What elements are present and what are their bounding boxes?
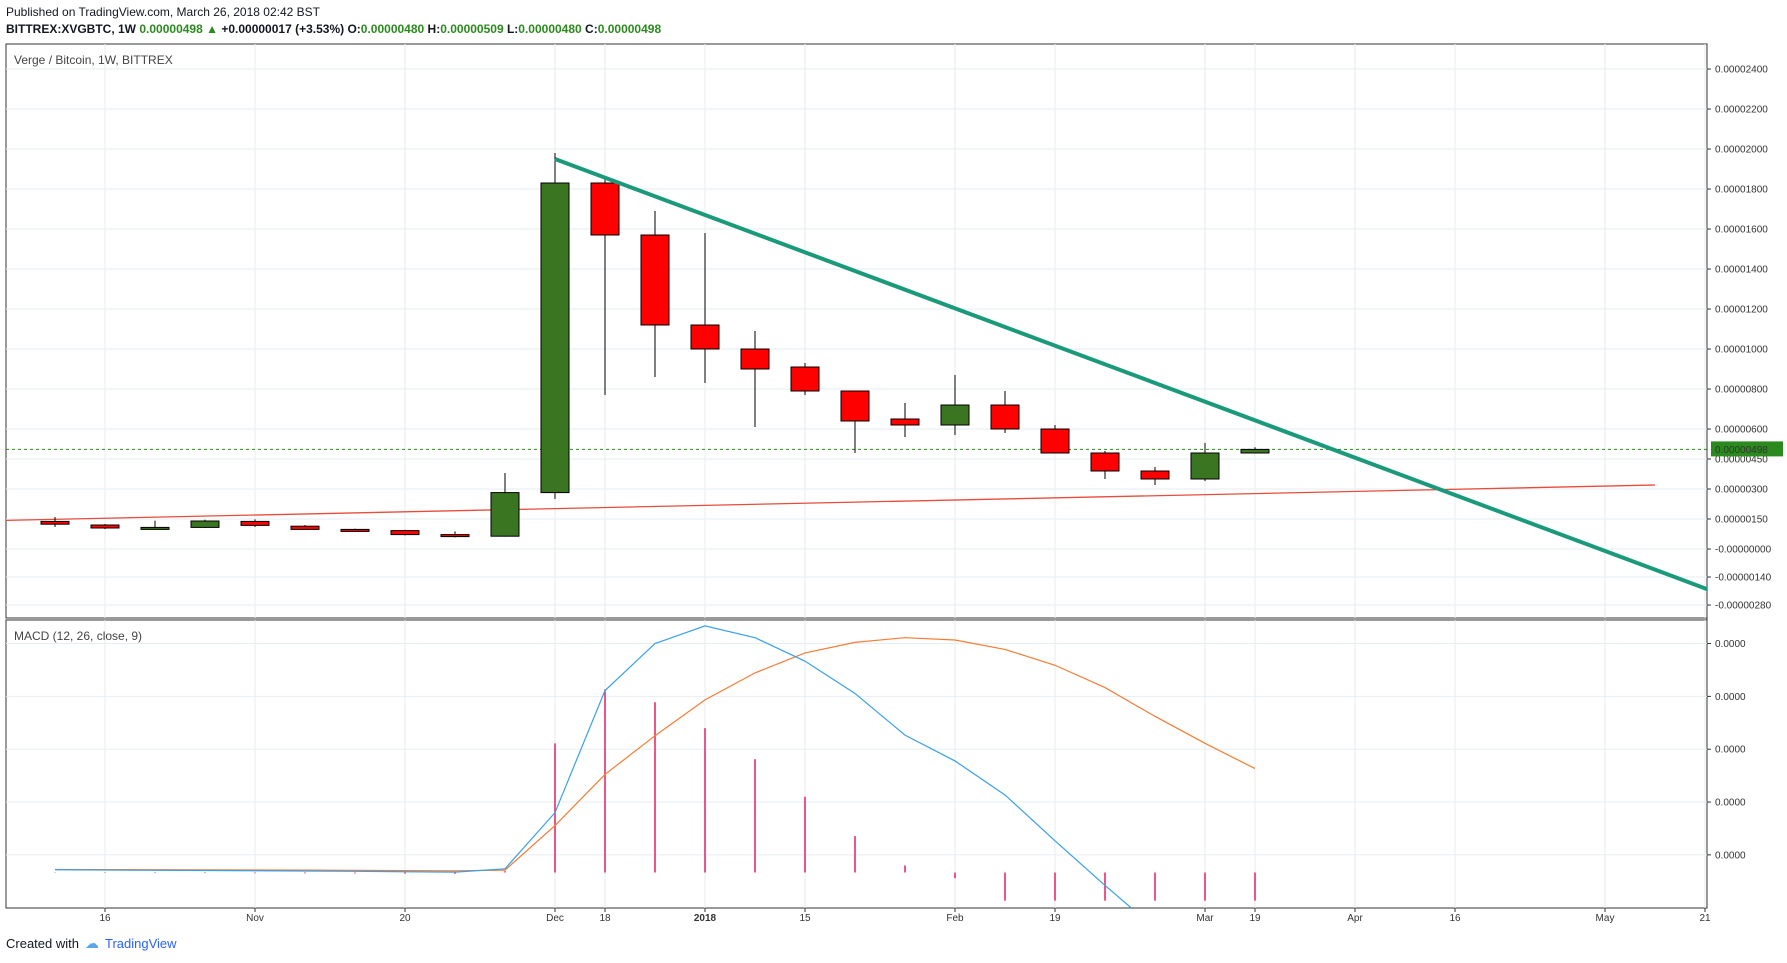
candle-body	[640, 234, 670, 326]
last-price: 0.00000498	[139, 22, 203, 36]
resistance-trendline	[554, 157, 1707, 592]
candle-body	[290, 525, 320, 530]
candle-body	[440, 534, 470, 538]
price-tick-label: -0.00000140	[1715, 573, 1772, 584]
candle-body	[340, 528, 370, 532]
tradingview-logo-icon: ☁	[84, 935, 99, 951]
candle-body	[390, 530, 420, 536]
price-tick-label: 0.00000800	[1715, 385, 1768, 396]
x-tick-label: 21	[1699, 913, 1711, 924]
price-tick-label: 0.00002400	[1715, 65, 1768, 76]
x-tick-label: Mar	[1196, 913, 1214, 924]
candle-body	[40, 520, 70, 525]
price-tick-label: 0.00001800	[1715, 185, 1768, 196]
candle-body	[140, 526, 170, 530]
candle-body	[190, 520, 220, 528]
candle-body	[890, 418, 920, 426]
close-label: C:	[585, 22, 598, 36]
signal-line	[54, 637, 1256, 872]
macd-plot	[54, 625, 1256, 908]
candle-body	[1040, 428, 1070, 454]
candle-body	[1190, 452, 1220, 480]
price-tick-label: 0.00000300	[1715, 485, 1768, 496]
last-price-badge-label: 0.00000498	[1715, 445, 1768, 456]
macd-tick-label: 0.0000	[1715, 798, 1746, 809]
published-line: Published on TradingView.com, March 26, …	[6, 5, 320, 19]
macd-tick-label: 0.0000	[1715, 639, 1746, 650]
tradingview-brand[interactable]: TradingView	[104, 936, 177, 951]
x-tick-label: 20	[399, 913, 411, 924]
macd-pane	[5, 619, 1708, 909]
price-tick-label: 0.00000150	[1715, 515, 1768, 526]
price-tick-label: 0.00002200	[1715, 105, 1768, 116]
candle-body	[840, 390, 870, 422]
x-tick-label: Nov	[246, 913, 264, 924]
x-tick-label: 16	[1449, 913, 1461, 924]
x-tick-label: Feb	[946, 913, 964, 924]
candle-body	[990, 404, 1020, 430]
high-label: H:	[427, 22, 441, 36]
x-tick-label: 19	[1049, 913, 1061, 924]
price-tick-label: 0.00002000	[1715, 145, 1768, 156]
symbol-line: BITTREX:XVGBTC, 1W 0.00000498 ▲ +0.00000…	[6, 21, 661, 38]
price-tick-label: 0.00000600	[1715, 425, 1768, 436]
open-value: 0.00000480	[360, 22, 425, 36]
x-tick-label: 16	[99, 913, 111, 924]
candle-body	[1240, 448, 1270, 454]
macd-pane-title: MACD (12, 26, close, 9)	[14, 629, 142, 643]
candle-body	[590, 182, 620, 236]
price-tick-label: -0.00000000	[1715, 545, 1772, 556]
x-tick-label: 15	[799, 913, 811, 924]
price-tick-label: 0.00001200	[1715, 305, 1768, 316]
macd-line	[54, 625, 1133, 908]
price-change: +0.00000017 (+3.53%)	[221, 22, 345, 36]
created-with-label: Created with	[6, 936, 79, 951]
support-trendline	[6, 484, 1656, 522]
up-arrow-icon: ▲	[206, 22, 218, 36]
candle-body	[740, 348, 770, 370]
x-tick-label: 19	[1249, 913, 1261, 924]
chart-header: Published on TradingView.com, March 26, …	[6, 4, 661, 38]
macd-tick-label: 0.0000	[1715, 692, 1746, 703]
candle-body	[790, 366, 820, 392]
last-price-badge	[1711, 441, 1783, 457]
x-tick-label: 2018	[694, 913, 717, 924]
high-value: 0.00000509	[440, 22, 504, 36]
candle-body	[490, 492, 520, 537]
price-tick-label: 0.00000450	[1715, 455, 1768, 466]
macd-tick-label: 0.0000	[1715, 745, 1746, 756]
candle-body	[1140, 470, 1170, 480]
price-tick-label: 0.00001400	[1715, 265, 1768, 276]
candle-body	[240, 520, 270, 526]
macd-tick-label: 0.0000	[1715, 850, 1746, 861]
candle-body	[940, 404, 970, 426]
candle-body	[1090, 452, 1120, 472]
price-tick-label: -0.00000280	[1715, 601, 1772, 612]
x-tick-label: Dec	[546, 913, 564, 924]
price-tick-label: 0.00001000	[1715, 345, 1768, 356]
price-pane	[5, 43, 1708, 619]
candle-body	[540, 182, 570, 494]
symbol-label: BITTREX:XVGBTC, 1W	[6, 22, 137, 36]
candle-body	[690, 324, 720, 350]
open-label: O:	[347, 22, 361, 36]
footer: Created with ☁ TradingView	[6, 935, 177, 952]
candle-body	[90, 524, 120, 529]
x-tick-label: May	[1596, 913, 1615, 924]
price-plot	[6, 153, 1707, 592]
low-label: L:	[506, 22, 519, 36]
price-pane-title: Verge / Bitcoin, 1W, BITTREX	[14, 53, 173, 67]
x-tick-label: 18	[599, 913, 611, 924]
low-value: 0.00000480	[518, 22, 582, 36]
x-tick-label: Apr	[1347, 913, 1363, 924]
price-tick-label: 0.00001600	[1715, 225, 1768, 236]
close-value: 0.00000498	[597, 22, 662, 36]
